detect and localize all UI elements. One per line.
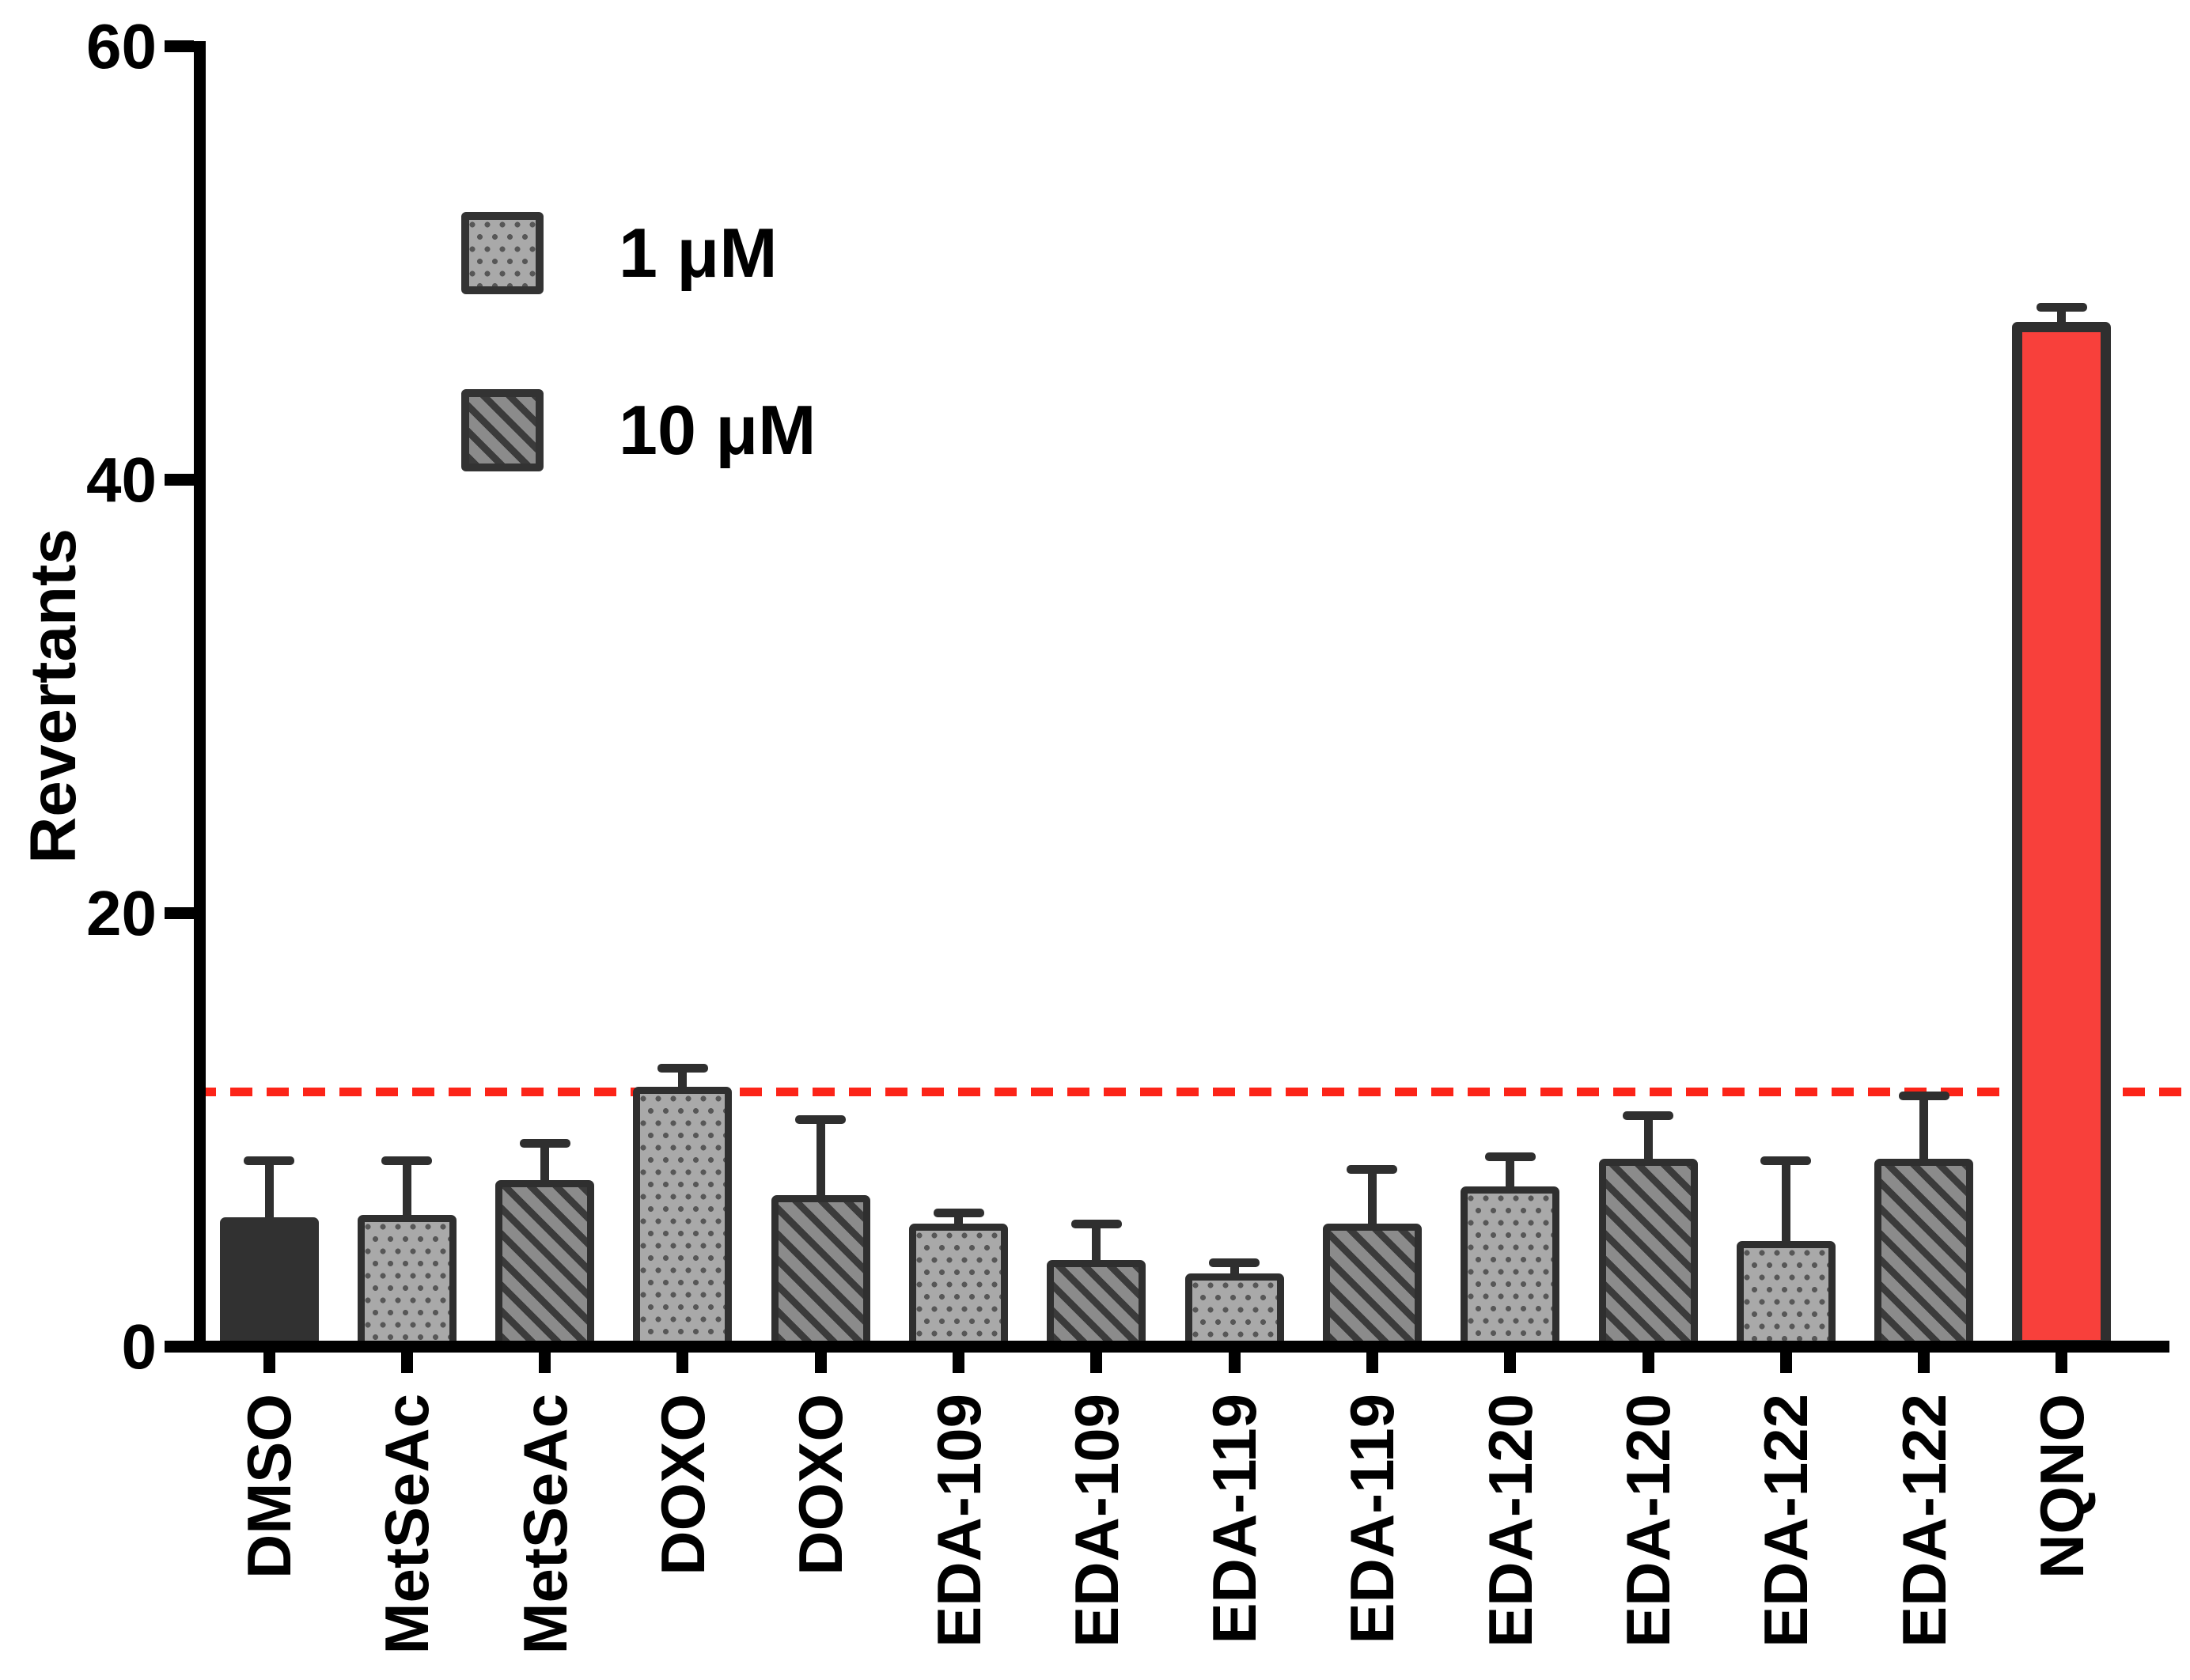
error-bar-cap [1209, 1258, 1260, 1268]
bar-eda-109-1um [909, 1223, 1008, 1350]
error-bar-cap [1898, 1092, 1949, 1101]
error-bar-cap [657, 1063, 708, 1073]
error-bar-stem [1092, 1223, 1101, 1266]
x-tick-mark [1504, 1353, 1517, 1373]
x-tick-mark [953, 1353, 964, 1373]
y-tick-label: 20 [86, 878, 157, 948]
bar-eda-119-10um [1322, 1223, 1422, 1350]
x-tick-mark [263, 1353, 275, 1373]
bar-metseac-10um [495, 1180, 595, 1350]
legend-label-1um: 1 μM [619, 214, 778, 292]
y-axis-line [194, 41, 206, 1353]
x-tick-label: EDA-122 [1889, 1394, 1959, 1648]
error-bar-stem [2057, 306, 2067, 327]
bar-doxo-10um [771, 1195, 870, 1350]
error-bar-cap [1484, 1152, 1536, 1161]
x-tick-mark [1090, 1353, 1103, 1373]
bar-doxo-1um [633, 1087, 733, 1350]
x-tick-mark [400, 1353, 413, 1373]
x-tick-mark [1918, 1353, 1930, 1373]
x-tick-mark [1642, 1353, 1654, 1373]
y-tick-mark [165, 907, 194, 919]
y-tick-label: 40 [86, 445, 157, 515]
x-tick-label: EDA-109 [1061, 1394, 1131, 1648]
x-tick-mark [1366, 1353, 1378, 1373]
bar-eda-109-10um [1047, 1260, 1146, 1350]
x-tick-label: EDA-119 [1337, 1394, 1408, 1644]
error-bar-stem [954, 1213, 963, 1228]
legend-label-10um: 10 μM [619, 391, 817, 469]
x-tick-label: EDA-119 [1199, 1394, 1270, 1644]
y-tick-label: 60 [86, 11, 157, 81]
error-bar-stem [540, 1143, 550, 1186]
x-tick-label: EDA-109 [923, 1394, 994, 1648]
x-tick-label: MetSeAc [372, 1394, 442, 1655]
error-bar-cap [795, 1115, 847, 1125]
x-tick-mark [539, 1353, 551, 1373]
bar-eda-120-10um [1598, 1158, 1698, 1350]
error-bar-stem [678, 1067, 688, 1092]
x-axis-line [194, 1341, 2169, 1353]
y-tick-mark [165, 474, 194, 486]
threshold-line [194, 1087, 2184, 1096]
error-bar-stem [1643, 1114, 1653, 1164]
error-bar-stem [1919, 1095, 1929, 1164]
x-tick-mark [676, 1353, 689, 1373]
bar-eda-119-1um [1184, 1273, 1284, 1350]
error-bar-cap [1760, 1156, 1812, 1166]
error-bar-cap [1070, 1219, 1122, 1228]
bar-nqno [2012, 321, 2112, 1350]
x-tick-label: EDA-120 [1613, 1394, 1683, 1648]
error-bar-cap [244, 1156, 294, 1166]
bar-eda-122-1um [1736, 1240, 1836, 1350]
x-tick-mark [814, 1353, 827, 1373]
error-bar-stem [1367, 1169, 1377, 1228]
x-tick-label: DMSO [234, 1394, 304, 1579]
error-bar-cap [933, 1209, 984, 1218]
y-tick-label: 0 [121, 1311, 157, 1382]
error-bar-cap [1347, 1165, 1398, 1175]
bar-eda-120-1um [1461, 1186, 1560, 1350]
y-axis-title: Revertants [17, 528, 89, 864]
error-bar-cap [381, 1156, 433, 1166]
x-tick-mark [1779, 1353, 1792, 1373]
y-tick-mark [165, 40, 194, 52]
x-tick-label: NQNO [2026, 1394, 2097, 1579]
bar-metseac-1um [357, 1214, 457, 1350]
x-tick-label: EDA-120 [1475, 1394, 1545, 1648]
error-bar-cap [2036, 302, 2087, 312]
x-tick-label: EDA-122 [1751, 1394, 1821, 1648]
legend-swatch-1um [461, 212, 544, 294]
error-bar-stem [1230, 1262, 1239, 1278]
x-tick-label: MetSeAc [510, 1394, 580, 1655]
error-bar-stem [402, 1160, 411, 1220]
bar-dmso [219, 1216, 319, 1350]
error-bar-stem [1506, 1156, 1515, 1192]
x-tick-label: DOXO [786, 1394, 856, 1576]
error-bar-cap [519, 1139, 570, 1148]
y-tick-mark [165, 1341, 194, 1353]
error-bar-stem [1781, 1160, 1790, 1246]
x-tick-mark [2055, 1353, 2068, 1373]
x-tick-label: DOXO [647, 1394, 718, 1576]
error-bar-stem [264, 1160, 274, 1222]
bar-eda-122-10um [1874, 1158, 1974, 1350]
error-bar-stem [816, 1119, 825, 1201]
legend-swatch-10um [461, 389, 544, 471]
error-bar-cap [1623, 1111, 1673, 1120]
x-tick-mark [1228, 1353, 1241, 1373]
